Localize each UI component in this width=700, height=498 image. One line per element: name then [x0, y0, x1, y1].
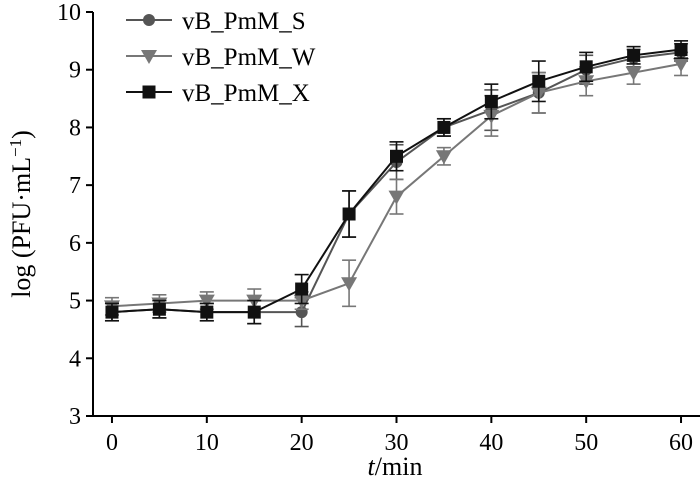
data-point	[295, 282, 309, 296]
y-tick-label: 5	[69, 289, 81, 315]
data-point	[532, 74, 546, 88]
data-point	[341, 277, 358, 292]
series-vB_PmM_X	[104, 40, 689, 325]
x-tick-label: 0	[106, 430, 118, 456]
data-point	[625, 66, 642, 81]
y-tick-label: 9	[69, 58, 81, 84]
data-point	[390, 149, 403, 163]
data-point	[198, 294, 215, 309]
data-point	[105, 305, 119, 319]
legend: vB_PmM_S vB_PmM_W vB_PmM_X	[126, 8, 316, 107]
x-tick-label: 10	[195, 430, 219, 456]
data-point	[247, 305, 261, 319]
data-point	[342, 207, 356, 221]
y-tick-label: 6	[69, 231, 81, 257]
x-axis-title: t/min	[368, 452, 423, 481]
data-point	[627, 48, 641, 62]
x-tick-label: 30	[385, 430, 409, 456]
data-point	[152, 302, 166, 316]
data-point	[200, 305, 214, 319]
y-axis-title: log (PFU·mL−1)	[6, 130, 36, 298]
legend-marker	[142, 85, 156, 99]
y-tick-label: 7	[69, 173, 81, 199]
legend-label: vB_PmM_X	[182, 80, 310, 107]
y-axis-title-close: )	[7, 130, 36, 139]
data-point	[673, 57, 690, 72]
y-tick-label: 3	[69, 404, 81, 430]
legend-label: vB_PmM_W	[182, 44, 316, 71]
x-tick-label: 40	[479, 430, 503, 456]
x-tick-label: 60	[669, 430, 693, 456]
data-point	[578, 75, 595, 90]
data-point	[388, 190, 405, 205]
y-axis-title-main: log (PFU·mL	[7, 157, 36, 298]
x-axis-title-unit: /min	[375, 452, 423, 481]
x-tick-label: 50	[574, 430, 598, 456]
x-tick-label: 20	[290, 430, 314, 456]
data-point	[579, 60, 593, 74]
data-point	[674, 43, 688, 57]
y-tick-label: 10	[57, 0, 81, 26]
data-point	[437, 120, 451, 134]
ticks: 3 4 5 6 7 8 9 10 0 10 20 30 40 50 60	[57, 0, 693, 456]
data-point	[484, 94, 498, 108]
y-tick-label: 8	[69, 115, 81, 141]
legend-marker	[143, 14, 155, 26]
legend-marker	[141, 50, 157, 64]
legend-label: vB_PmM_S	[182, 8, 306, 35]
plot-area	[103, 40, 690, 328]
y-tick-label: 4	[69, 346, 81, 372]
data-point	[435, 150, 452, 165]
y-axis-title-superscript: −1	[6, 139, 25, 157]
x-axis-title-italic: t	[368, 452, 376, 481]
